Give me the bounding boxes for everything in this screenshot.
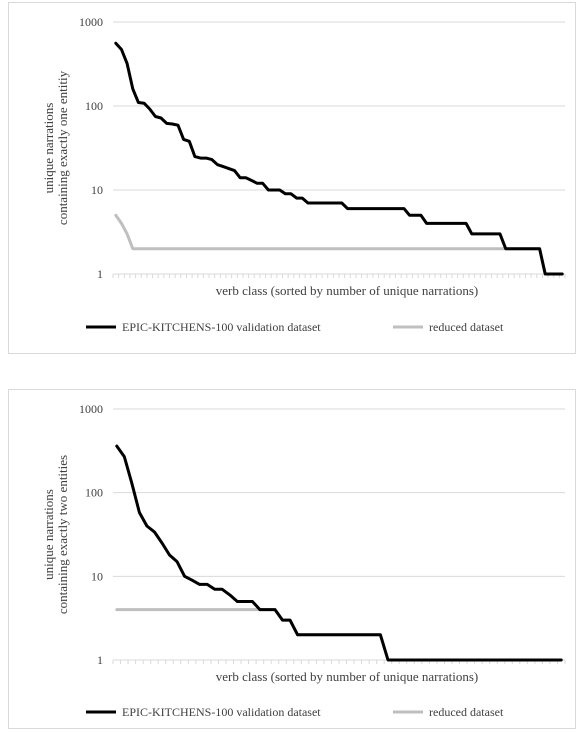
series-line-epic-kitchens	[115, 444, 563, 662]
y-axis-label: unique narrationscontaining exactly two …	[41, 455, 70, 614]
legend-label: reduced dataset	[429, 320, 504, 334]
legend-label: EPIC-KITCHENS-100 validation dataset	[122, 705, 321, 719]
series-line-reduced	[114, 213, 564, 276]
series-line-epic-kitchens	[114, 41, 564, 276]
x-axis-label: verb class (sorted by number of unique n…	[216, 283, 478, 298]
chart-panel-one-entity: 1 10 100 1000 unique narrationscontaining ex…	[8, 2, 576, 354]
y-tick-label: 100	[85, 99, 103, 113]
y-axis-label-line: unique narrations	[41, 103, 56, 194]
y-tick-label: 1000	[79, 402, 103, 416]
legend-label: EPIC-KITCHENS-100 validation dataset	[122, 320, 321, 334]
y-tick-label: 1	[97, 653, 103, 667]
chart-one-entity: 1 10 100 1000 unique narrationscontaining ex…	[41, 15, 566, 334]
legend-label: reduced dataset	[429, 705, 504, 719]
y-tick-label: 1	[97, 267, 103, 281]
y-tick-label: 10	[91, 569, 103, 583]
y-tick-label: 100	[85, 486, 103, 500]
y-axis-label-line: unique narrations	[41, 489, 56, 580]
y-axis-label: unique narrationscontaining exactly one …	[41, 70, 70, 225]
y-axis-label-line: containing exactly one entitiy	[55, 70, 70, 225]
chart-two-entities: 1 10 100 1000 unique narrationscontaining ex…	[41, 402, 566, 719]
x-axis-label: verb class (sorted by number of unique n…	[216, 669, 478, 684]
y-tick-label: 10	[91, 183, 103, 197]
chart-panel-two-entities: 1 10 100 1000 unique narrationscontaining ex…	[8, 389, 576, 729]
y-axis-label-line: containing exactly two entities	[55, 455, 70, 614]
y-tick-label: 1000	[79, 15, 103, 29]
